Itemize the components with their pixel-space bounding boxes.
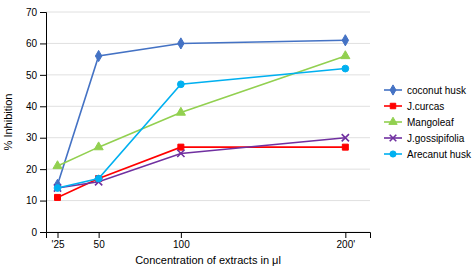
legend-item: Arecanut husk xyxy=(384,149,472,160)
tick-label: 50 xyxy=(26,70,38,81)
y-axis-title: % Inhibition xyxy=(2,94,14,151)
tick: 30 xyxy=(26,132,46,143)
tick-mark xyxy=(40,43,46,44)
legend-marker xyxy=(390,151,396,157)
point xyxy=(95,50,101,61)
legend-label: coconut husk xyxy=(407,85,467,96)
point xyxy=(342,134,349,141)
point xyxy=(176,107,185,115)
grid-line xyxy=(46,200,370,201)
tick: 10 xyxy=(26,195,46,206)
point xyxy=(94,142,103,150)
tick-mark xyxy=(40,75,46,76)
legend-marker xyxy=(390,135,397,142)
tick-mark xyxy=(40,106,46,107)
legend-marker xyxy=(390,85,396,95)
tick-label: '25 xyxy=(51,239,64,250)
tick-mark xyxy=(345,232,346,238)
tick-label: 0 xyxy=(31,227,37,238)
legend-item: coconut husk xyxy=(384,85,467,96)
line xyxy=(58,69,346,188)
tick-label: 20 xyxy=(26,164,38,175)
grid-line xyxy=(46,106,370,107)
tick-mark xyxy=(40,138,46,139)
marks xyxy=(53,35,350,201)
tick-label: 100 xyxy=(173,239,190,250)
tick-label: 70 xyxy=(26,7,38,18)
tick-label: 200' xyxy=(337,239,356,250)
grid-line xyxy=(46,169,370,170)
axis-line xyxy=(47,233,371,239)
tick: 60 xyxy=(26,38,46,49)
point xyxy=(342,144,348,150)
series xyxy=(54,134,349,192)
point xyxy=(95,175,102,182)
tick-mark xyxy=(40,201,46,202)
legend: coconut husk J.curcas Mangoleaf J.gossipifo… xyxy=(384,85,472,160)
legend-label: J.gossipifolia xyxy=(407,133,465,144)
tick-label: 10 xyxy=(26,195,38,206)
point xyxy=(342,65,349,72)
point xyxy=(54,185,61,192)
legend-label: Arecanut husk xyxy=(407,149,472,160)
chart: '25 50 100 200' 0 10 20 30 40 50 60 70 Concentration… xyxy=(0,0,474,270)
point xyxy=(54,184,61,191)
series xyxy=(54,65,349,191)
line xyxy=(58,40,346,185)
point xyxy=(178,144,184,150)
tick: 0 xyxy=(31,227,46,238)
tick: 20 xyxy=(26,164,46,175)
point xyxy=(177,150,184,157)
line xyxy=(58,138,346,188)
legend-label: J.curcas xyxy=(407,101,444,112)
tick: 100 xyxy=(173,232,190,250)
point xyxy=(53,161,62,169)
tick: 200' xyxy=(337,232,356,250)
grid-line xyxy=(46,12,370,13)
tick: 50 xyxy=(26,70,46,81)
tick-label: 50 xyxy=(94,239,106,250)
legend-item: J.curcas xyxy=(384,101,444,112)
axis-line xyxy=(40,13,47,233)
tick-mark xyxy=(40,232,46,233)
x-axis-title: Concentration of extracts in μl xyxy=(135,254,281,266)
tick: 70 xyxy=(26,7,46,18)
tick-label: 60 xyxy=(26,38,38,49)
point xyxy=(341,51,350,59)
y-axis: 0 10 20 30 40 50 60 70 xyxy=(26,7,47,238)
grid xyxy=(46,12,370,232)
x-axis: '25 50 100 200' xyxy=(47,232,371,250)
tick-mark xyxy=(40,12,46,13)
tick: '25 xyxy=(51,232,64,250)
legend-item: J.gossipifolia xyxy=(384,133,465,144)
tick-label: 40 xyxy=(26,101,38,112)
plot: '25 50 100 200' 0 10 20 30 40 50 60 70 xyxy=(26,7,371,250)
point xyxy=(55,194,61,200)
series xyxy=(55,144,349,200)
point xyxy=(96,176,102,182)
grid-line xyxy=(46,74,370,75)
tick-mark xyxy=(40,169,46,170)
legend-marker xyxy=(389,117,397,124)
point xyxy=(177,81,184,88)
tick-mark xyxy=(99,232,100,238)
tick-label: 30 xyxy=(26,132,38,143)
line xyxy=(58,147,346,197)
tick: 40 xyxy=(26,101,46,112)
point xyxy=(178,38,184,49)
tick-mark xyxy=(181,232,182,238)
legend-item: Mangoleaf xyxy=(384,117,454,128)
legend-marker xyxy=(390,103,395,108)
point xyxy=(342,35,348,46)
tick: 50 xyxy=(94,232,106,250)
series xyxy=(54,35,348,191)
grid-line xyxy=(46,137,370,138)
point xyxy=(54,179,60,190)
legend-label: Mangoleaf xyxy=(407,117,454,128)
tick-mark xyxy=(58,232,59,238)
